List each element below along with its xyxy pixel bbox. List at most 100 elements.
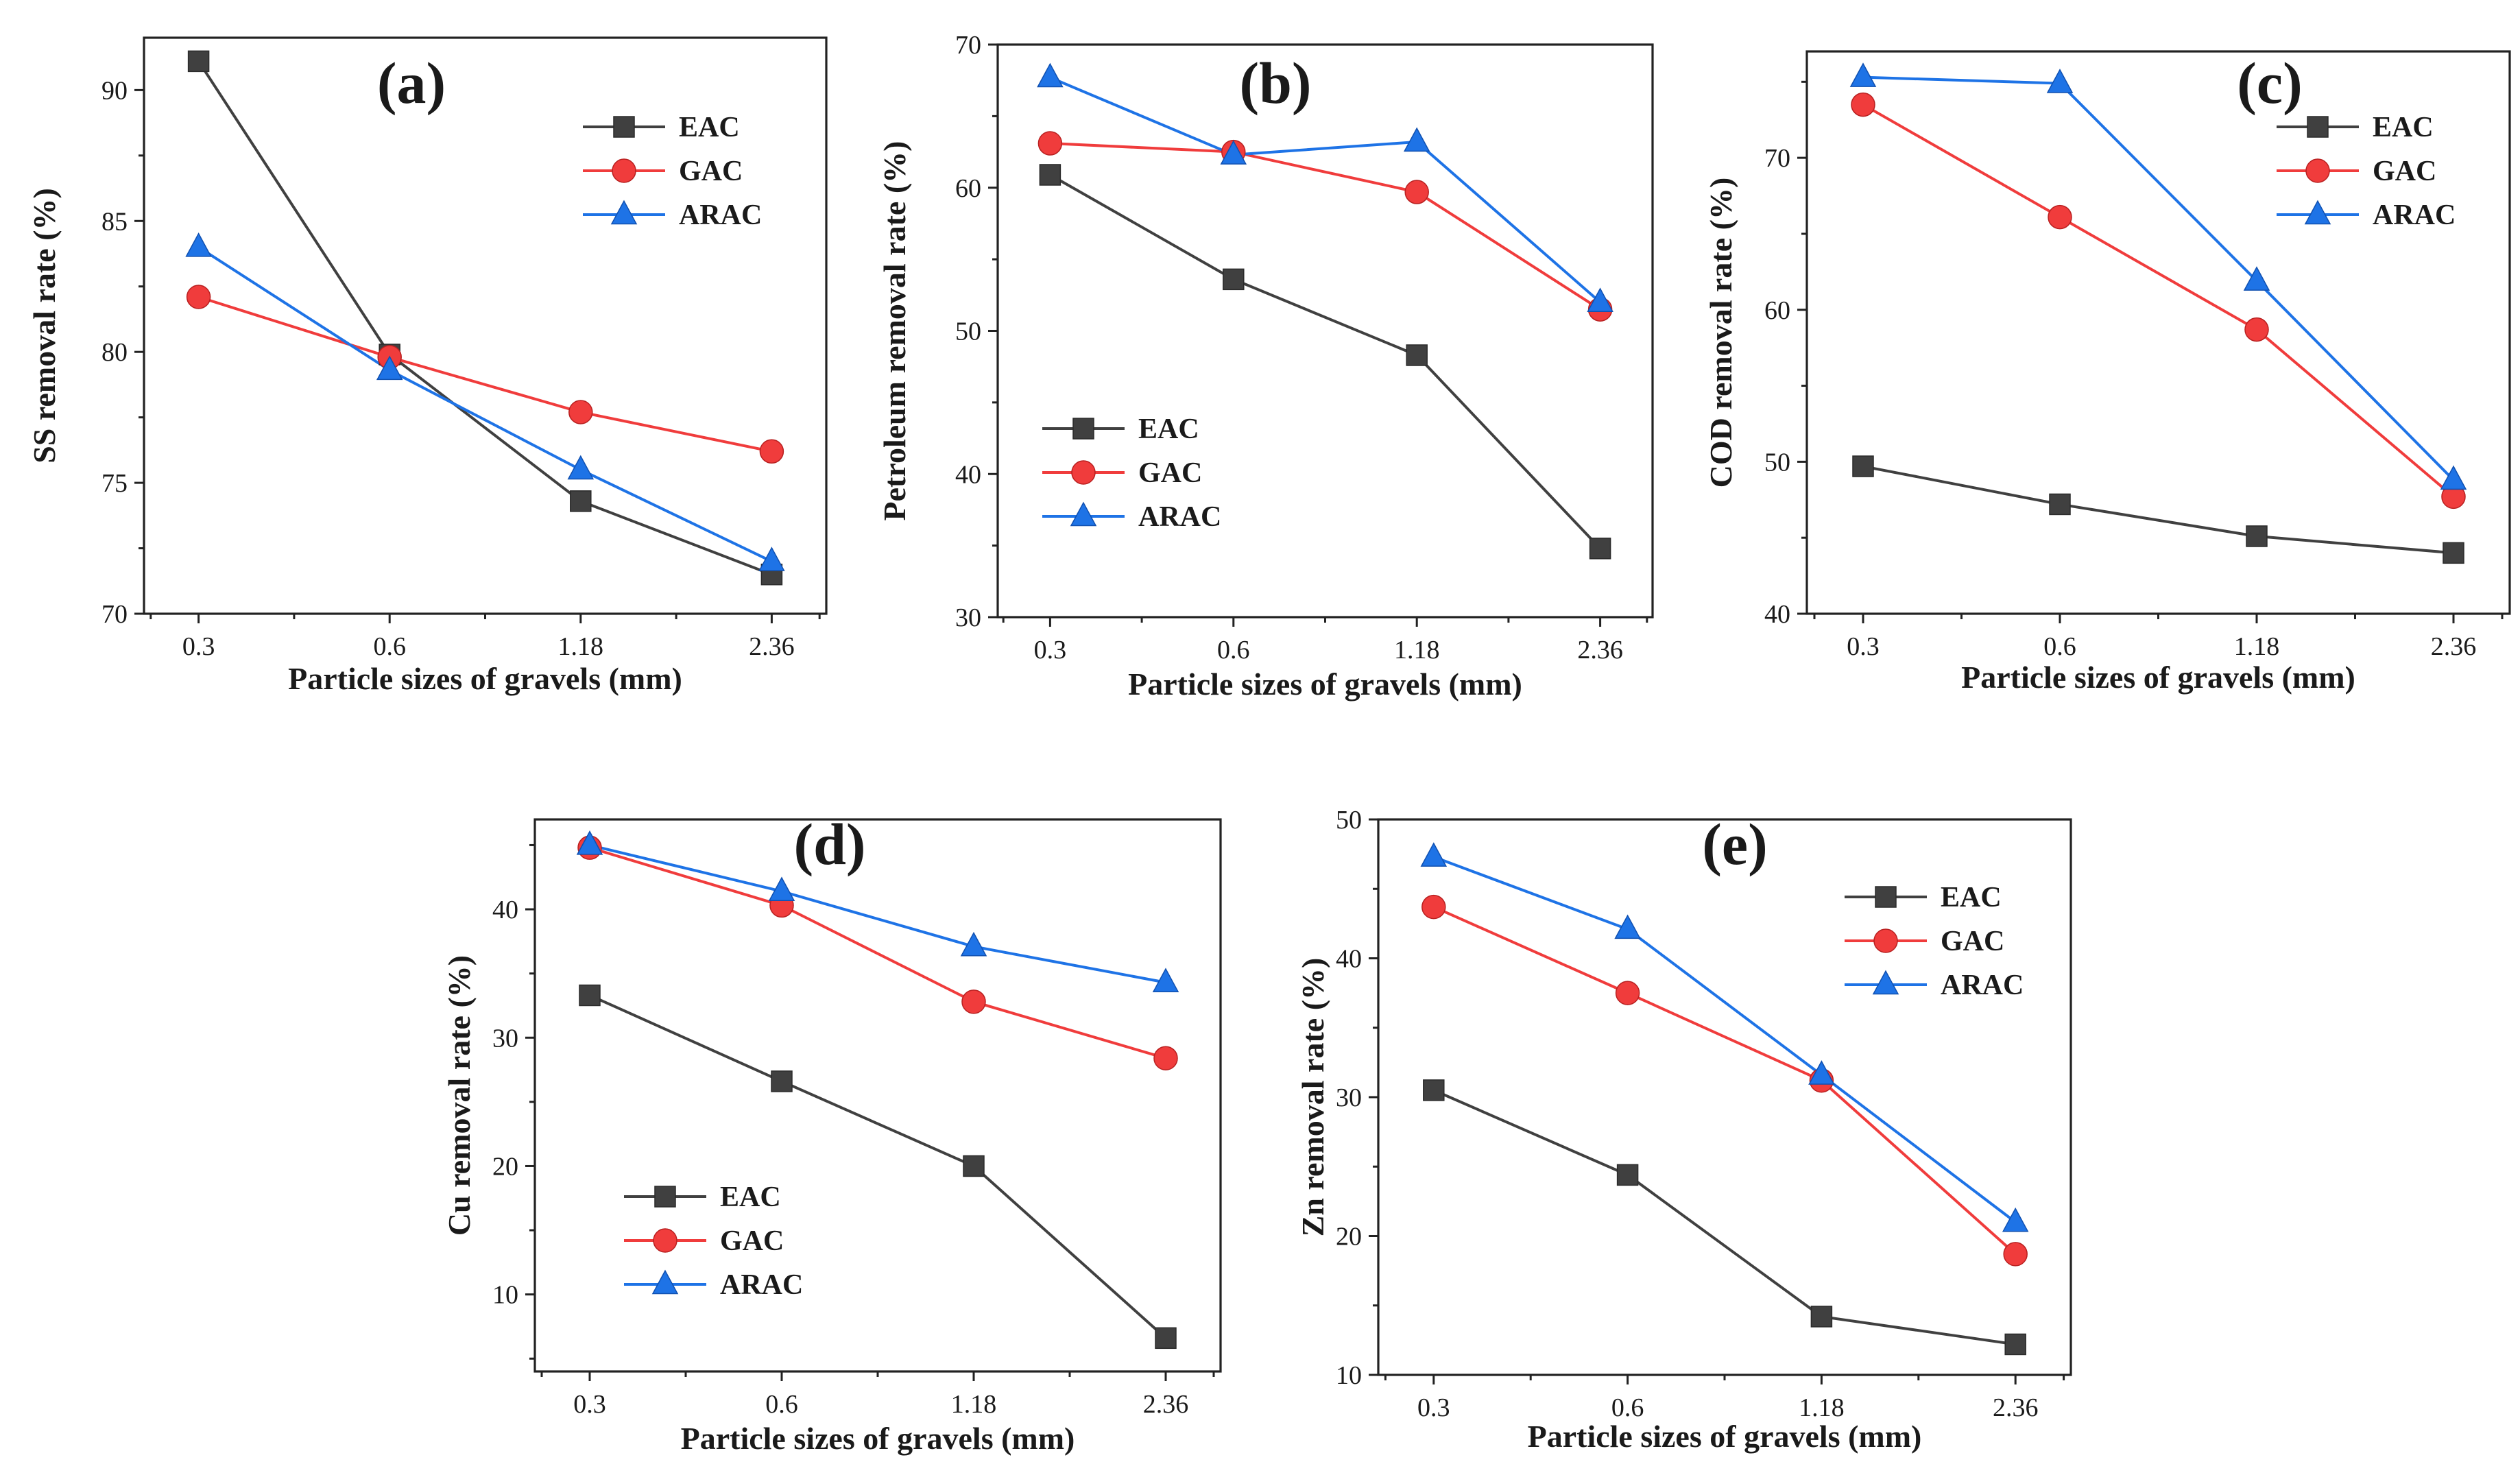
y-tick-label: 30 (492, 1024, 518, 1053)
data-point-arac (758, 547, 785, 571)
chart-svg-c: 0.3 0.6 1.18 2.36 40 50 60 70 Particle sizes of … (1703, 50, 2511, 695)
legend-label-arac: ARAC (1138, 501, 1221, 533)
x-tick-label: 0.3 (1417, 1393, 1450, 1422)
legend-label-gac: GAC (1941, 926, 2004, 957)
chart-svg-a: 0.3 0.6 1.18 2.36 70 75 80 85 90 Particle sizes o… (27, 36, 828, 696)
data-point-arac (1420, 842, 1448, 867)
y-tick-label: 10 (492, 1281, 518, 1310)
legend-label-eac: EAC (2373, 112, 2434, 143)
legend-label-gac: GAC (1138, 457, 1202, 489)
circle-marker-icon (612, 158, 636, 183)
series-line-eac (589, 994, 1167, 1339)
x-tick-label: 0.3 (573, 1390, 606, 1419)
data-point-gac (186, 285, 211, 309)
x-tick-label: 0.3 (1847, 632, 1880, 661)
x-tick-label: 0.3 (182, 632, 215, 661)
chart-panel-e: 0.3 0.6 1.18 2.36 10 20 30 40 50 Particle sizes o… (1289, 768, 2153, 1472)
y-tick-label: 20 (1336, 1223, 1362, 1251)
data-point-gac (1037, 131, 1063, 156)
series-line-gac (197, 296, 772, 453)
data-point-arac (1587, 287, 1613, 312)
triangle-marker-icon (610, 200, 638, 225)
chart-panel-b: 0.3 0.6 1.18 2.36 30 40 50 60 70 Particle sizes o… (843, 0, 1687, 727)
y-tick-label: 85 (101, 207, 128, 236)
x-tick-label: 1.18 (951, 1390, 997, 1419)
series-line-arac (589, 843, 1166, 984)
data-point-gac (2003, 1242, 2028, 1267)
data-point-eac (1223, 268, 1245, 291)
legend-label-eac: EAC (679, 112, 740, 143)
series-line-gac (589, 846, 1166, 1060)
legend-label-arac: ARAC (679, 200, 762, 231)
x-axis-label: Particle sizes of gravels (mm) (1961, 660, 2355, 695)
series-line-arac (1862, 75, 2455, 481)
data-point-arac (2046, 69, 2074, 93)
data-point-eac (1406, 344, 1428, 366)
series-line-gac (1050, 142, 1601, 311)
data-point-gac (1153, 1046, 1178, 1070)
series-line-eac (197, 60, 773, 576)
square-marker-icon (2307, 116, 2329, 138)
panel-label: (a) (377, 50, 446, 116)
data-point-gac (961, 990, 986, 1014)
series-line-eac (1049, 173, 1602, 550)
legend-label-gac: GAC (720, 1225, 784, 1257)
data-point-arac (2440, 465, 2467, 490)
legend-label-arac: ARAC (1941, 970, 2024, 1001)
data-point-gac (1421, 894, 1446, 920)
y-axis-label: Zn removal rate (%) (1295, 958, 1330, 1237)
chart-panel-d: 0.3 0.6 1.18 2.36 10 20 30 40 Particle sizes of … (411, 768, 1275, 1472)
y-tick-label: 70 (101, 600, 128, 629)
circle-marker-icon (1071, 460, 1096, 485)
chart-panel-c: 0.3 0.6 1.18 2.36 40 50 60 70 Particle sizes of … (1687, 0, 2520, 727)
chart-svg-e: 0.3 0.6 1.18 2.36 10 20 30 40 50 Particle sizes o… (1295, 806, 2072, 1454)
data-point-arac (376, 355, 403, 381)
y-tick-label: 90 (101, 76, 128, 105)
y-tick-label: 70 (1764, 144, 1790, 173)
triangle-marker-icon (651, 1269, 679, 1295)
y-tick-label: 30 (1336, 1083, 1362, 1112)
data-point-gac (568, 400, 593, 424)
y-tick-label: 40 (955, 460, 981, 489)
legend-label-gac: GAC (2373, 156, 2436, 187)
triangle-marker-icon (2304, 200, 2331, 225)
y-tick-label: 40 (492, 896, 518, 924)
x-tick-label: 2.36 (1143, 1390, 1189, 1419)
x-tick-label: 1.18 (558, 632, 604, 661)
data-point-eac (1155, 1327, 1177, 1350)
square-marker-icon (1072, 418, 1094, 440)
y-axis-label: SS removal rate (%) (27, 188, 62, 464)
circle-marker-icon (653, 1228, 677, 1253)
data-point-eac (1039, 164, 1061, 186)
data-point-eac (963, 1155, 985, 1177)
data-point-eac (2443, 542, 2464, 564)
y-tick-label: 50 (1764, 448, 1790, 477)
plot-frame (533, 818, 1222, 1373)
x-tick-label: 0.6 (765, 1390, 798, 1419)
y-axis-label: COD removal rate (%) (1703, 178, 1738, 488)
y-tick-label: 80 (101, 338, 128, 367)
series-line-eac (1432, 1089, 2016, 1346)
data-point-arac (2243, 266, 2270, 291)
x-tick-label: 1.18 (1799, 1393, 1845, 1422)
series-line-eac (1862, 465, 2454, 555)
x-tick-label: 2.36 (749, 632, 795, 661)
data-point-arac (1152, 968, 1179, 992)
plot-frame (996, 43, 1654, 619)
data-point-gac (2048, 204, 2072, 230)
data-point-arac (960, 931, 987, 957)
x-tick-label: 0.3 (1034, 636, 1067, 664)
data-point-gac (2244, 317, 2269, 342)
data-point-arac (1849, 62, 1877, 87)
x-tick-label: 0.6 (1611, 1393, 1644, 1422)
legend-label-eac: EAC (1941, 882, 2002, 913)
series-line-gac (1432, 905, 2017, 1256)
y-tick-label: 10 (1336, 1361, 1362, 1390)
y-tick-label: 20 (492, 1152, 518, 1181)
panel-label: (e) (1702, 811, 1767, 877)
x-tick-label: 0.6 (373, 632, 406, 661)
data-point-arac (2002, 1207, 2029, 1232)
data-point-arac (1403, 127, 1430, 152)
x-axis-label: Particle sizes of gravels (mm) (1128, 667, 1522, 701)
data-point-eac (2246, 525, 2268, 547)
